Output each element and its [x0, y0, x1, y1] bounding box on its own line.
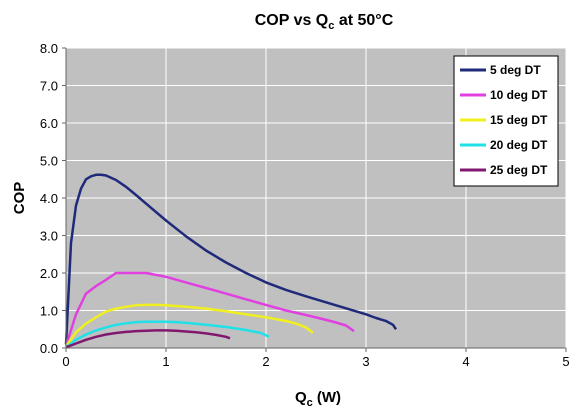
chart-title: COP vs Qc at 50°C [255, 12, 394, 32]
y-tick-label: 3.0 [40, 229, 58, 244]
x-tick-label: 3 [362, 354, 369, 369]
x-tick-labels: 0 1 2 3 4 5 [62, 348, 570, 369]
series-lines [64, 173, 398, 349]
legend: 5 deg DT 10 deg DT 15 deg DT 20 deg DT 25 de… [453, 55, 559, 187]
legend-label: 15 deg DT [490, 113, 548, 127]
y-tick-label: 8.0 [40, 41, 58, 56]
series-line-1 [64, 173, 398, 345]
y-tick-label: 2.0 [40, 266, 58, 281]
x-tick-label: 1 [162, 354, 169, 369]
series-line-4 [65, 320, 270, 349]
x-tick-label: 2 [262, 354, 269, 369]
gridlines [66, 47, 567, 348]
series-line-3 [64, 303, 314, 347]
y-tick-label: 0.0 [40, 341, 58, 356]
x-tick-label: 0 [62, 354, 69, 369]
y-tick-label: 4.0 [40, 191, 58, 206]
legend-label: 10 deg DT [490, 88, 548, 102]
y-tick-label: 1.0 [40, 304, 58, 319]
y-tick-labels: 0.0 1.0 2.0 3.0 4.0 5.0 6.0 7.0 8.0 [40, 41, 66, 356]
y-tick-label: 7.0 [40, 79, 58, 94]
series-line-5 [65, 329, 231, 349]
y-tick-label: 6.0 [40, 116, 58, 131]
x-tick-label: 5 [562, 354, 569, 369]
legend-label: 20 deg DT [490, 138, 548, 152]
x-tick-label: 4 [462, 354, 469, 369]
x-axis-title: Qc (W) [295, 389, 341, 409]
y-tick-label: 5.0 [40, 154, 58, 169]
legend-label: 25 deg DT [490, 163, 548, 177]
series-line-2 [64, 271, 355, 347]
y-axis-title: COP [11, 182, 28, 215]
legend-label: 5 deg DT [490, 63, 541, 77]
